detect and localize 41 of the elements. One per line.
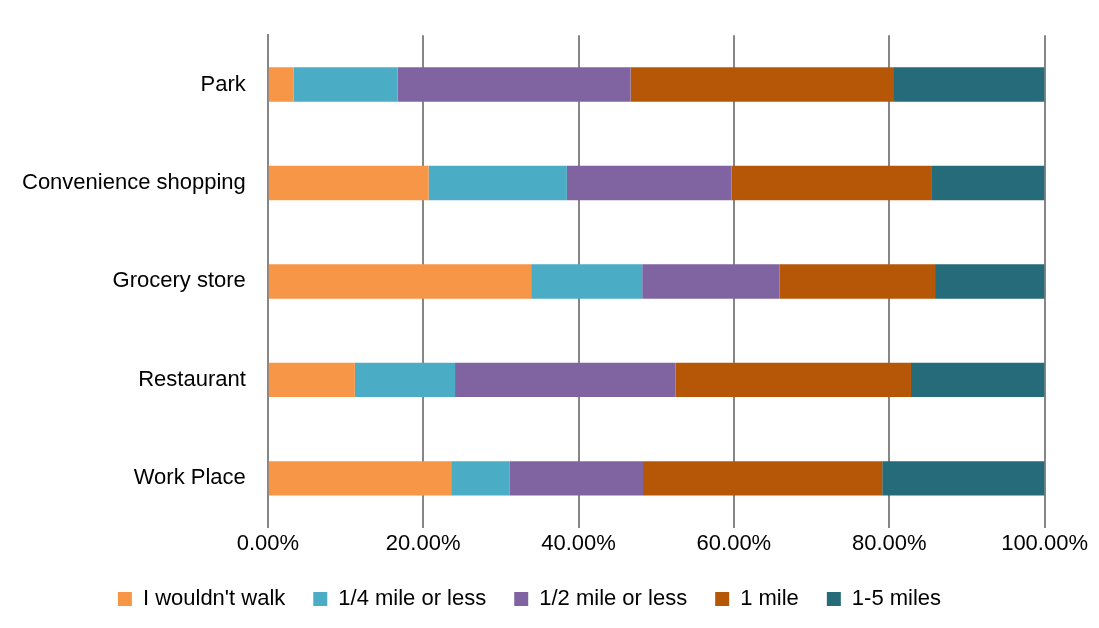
bar bbox=[354, 362, 456, 398]
x-tick-label: 100.00% bbox=[1001, 529, 1088, 555]
legend-label: 1-5 miles bbox=[851, 585, 942, 611]
legend-label: I wouldn't walk bbox=[142, 585, 287, 611]
bar bbox=[268, 461, 452, 496]
bar bbox=[397, 67, 631, 102]
x-tick-label: 40.00% bbox=[541, 529, 616, 555]
bar bbox=[428, 165, 567, 201]
bar bbox=[882, 461, 1045, 496]
bar bbox=[509, 461, 643, 496]
y-tick-label: Work Place bbox=[133, 464, 246, 490]
bar bbox=[893, 67, 1045, 102]
bar bbox=[935, 264, 1045, 299]
bar bbox=[268, 165, 429, 201]
x-tick-label: 60.00% bbox=[696, 529, 772, 555]
bar bbox=[451, 461, 510, 496]
y-tick-label: Restaurant bbox=[138, 365, 246, 391]
bar bbox=[566, 165, 732, 201]
y-tick-label: Park bbox=[200, 70, 247, 96]
legend-label: 1/2 mile or less bbox=[539, 585, 688, 611]
bar bbox=[643, 461, 883, 496]
bar bbox=[455, 362, 676, 398]
y-tick-label: Grocery store bbox=[112, 267, 246, 293]
bar bbox=[531, 264, 643, 299]
bar bbox=[731, 165, 932, 201]
bar bbox=[779, 264, 936, 299]
bar bbox=[910, 362, 1045, 398]
x-tick-label: 80.00% bbox=[851, 529, 927, 555]
bar bbox=[293, 67, 398, 102]
bar bbox=[675, 362, 911, 398]
bar bbox=[642, 264, 780, 299]
y-tick-label: Convenience shopping bbox=[21, 168, 246, 194]
x-tick-label: 20.00% bbox=[385, 529, 461, 555]
bar bbox=[268, 67, 294, 102]
x-tick-label: 0.00% bbox=[236, 529, 300, 555]
bar bbox=[630, 67, 894, 102]
bar bbox=[268, 362, 355, 398]
bar bbox=[931, 165, 1045, 201]
bar bbox=[268, 264, 532, 299]
legend-label: 1/4 mile or less bbox=[338, 585, 487, 611]
legend-label: 1 mile bbox=[740, 585, 799, 611]
